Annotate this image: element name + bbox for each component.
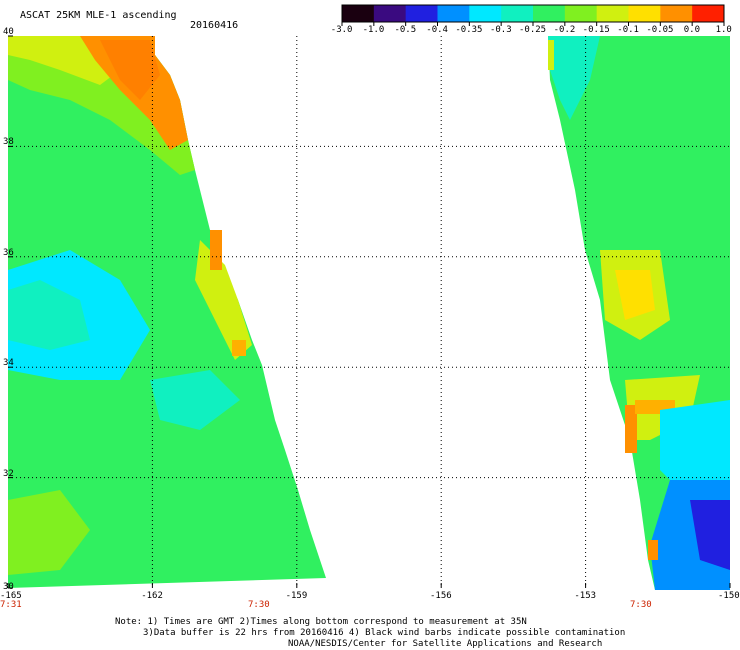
colorbar-label: -0.3 (489, 25, 512, 35)
colorbar-label: -0.1 (617, 25, 639, 35)
colorbar-label: -0.05 (646, 25, 674, 35)
y-tick-label: 40 (3, 27, 14, 37)
x-tick-label: -153 (574, 591, 597, 601)
colorbar-swatch (342, 5, 375, 22)
colorbar-swatch (628, 5, 661, 22)
y-tick-label: 36 (3, 247, 14, 258)
note-line-3: NOAA/NESDIS/Center for Satellite Applica… (288, 639, 603, 649)
time-label: 7:30 (630, 600, 652, 610)
x-tick-label: -159 (285, 591, 308, 601)
colorbar-label: -3.0 (330, 25, 353, 35)
map-title: ASCAT 25KM MLE-1 ascending (20, 10, 177, 21)
note-line-2: 3)Data buffer is 22 hrs from 20160416 4)… (143, 628, 626, 638)
map-date: 20160416 (190, 20, 239, 31)
colorbar-label: 0.0 (683, 25, 701, 35)
grid-lines (8, 36, 730, 588)
y-tick-label: 32 (3, 468, 14, 479)
colorbar (341, 4, 725, 26)
colorbar-label: -0.15 (582, 25, 610, 35)
colorbar-swatch (373, 5, 407, 22)
colorbar-label: -0.4 (426, 25, 448, 35)
x-tick-label: -162 (141, 591, 163, 601)
colorbar-swatch (437, 5, 470, 22)
y-tick-label: 34 (3, 358, 14, 369)
y-tick-label: 30 (3, 582, 14, 592)
colorbar-label: -0.35 (455, 25, 483, 35)
x-tick-label: -150 (718, 591, 740, 601)
right-swath (548, 36, 730, 590)
axis-ticks (7, 35, 731, 589)
note-line-1: Note: 1) Times are GMT 2)Times along bot… (115, 617, 527, 627)
time-label: 7:30 (248, 600, 270, 610)
y-tick-label: 38 (3, 137, 14, 148)
colorbar-swatch (533, 5, 566, 22)
colorbar-label: -1.0 (362, 25, 385, 35)
x-tick-label: -165 (0, 591, 22, 601)
left-swath (8, 36, 326, 588)
colorbar-swatch (469, 5, 502, 22)
colorbar-swatch (596, 5, 629, 22)
colorbar-swatch (660, 5, 693, 22)
colorbar-label: -0.5 (394, 25, 417, 35)
colorbar-label: -0.2 (553, 25, 576, 35)
colorbar-label: -0.25 (519, 25, 547, 35)
colorbar-swatch (501, 5, 534, 22)
colorbar-label: 1.0 (715, 25, 732, 35)
colorbar-swatch (405, 5, 438, 22)
time-label: 7:31 (0, 600, 22, 610)
colorbar-swatch (692, 5, 725, 22)
colorbar-swatch (564, 5, 598, 22)
x-tick-label: -156 (430, 591, 452, 601)
